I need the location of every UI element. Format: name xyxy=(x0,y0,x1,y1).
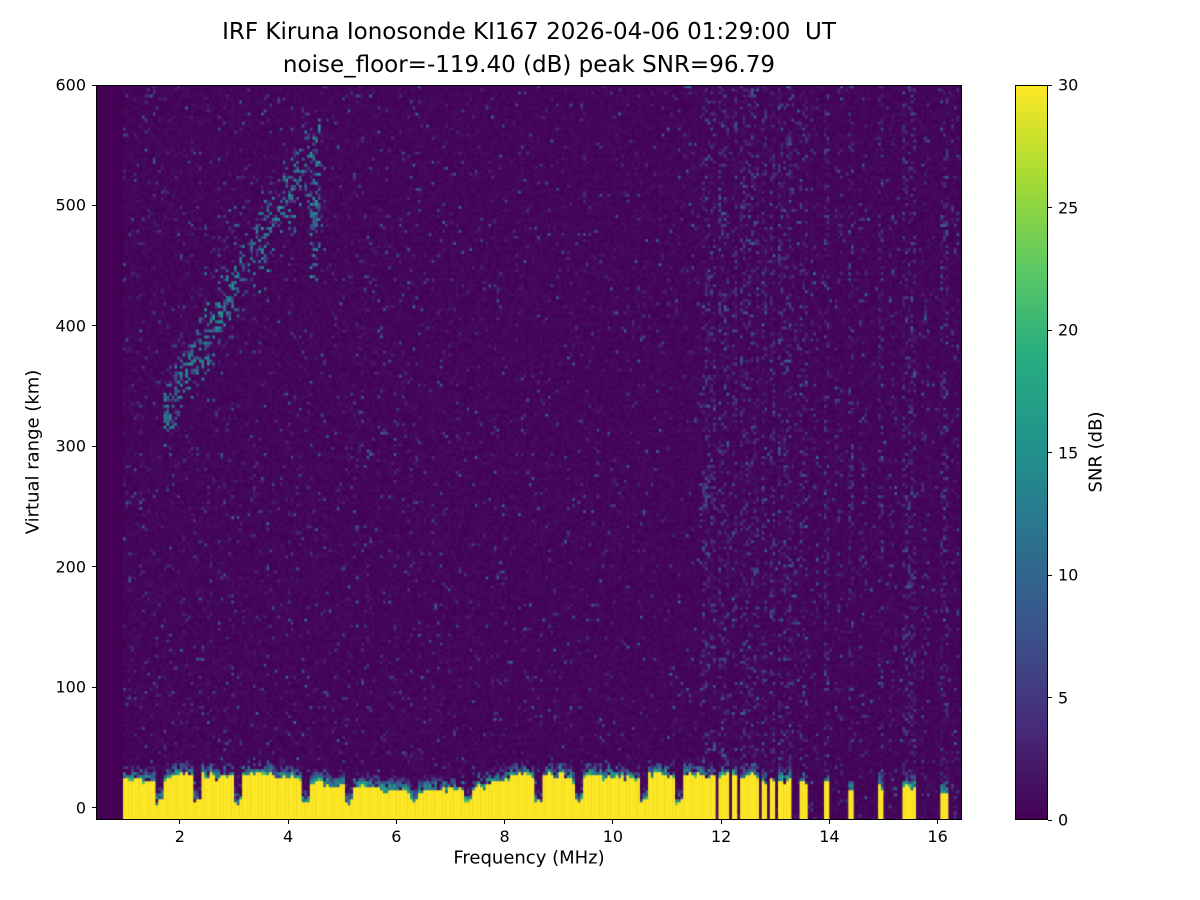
x-tick-mark xyxy=(287,820,289,824)
title-line-1: IRF Kiruna Ionosonde KI167 2026-04-06 01… xyxy=(222,19,836,45)
colorbar-tick-mark xyxy=(1048,207,1052,208)
x-tick-mark xyxy=(720,820,722,824)
colorbar-tick-mark xyxy=(1048,819,1052,821)
x-tick-label: 4 xyxy=(283,827,294,846)
y-tick-label: 200 xyxy=(55,557,86,577)
x-tick-mark xyxy=(612,820,614,824)
x-tick-label: 8 xyxy=(499,827,510,846)
x-tick-mark xyxy=(828,820,830,824)
x-tick-mark xyxy=(504,820,506,824)
x-tick-label: 16 xyxy=(927,827,948,846)
x-tick-label: 2 xyxy=(174,827,185,846)
colorbar-tick-label: 0 xyxy=(1058,810,1069,830)
colorbar-tick-mark xyxy=(1048,574,1052,576)
colorbar-tick-label: 15 xyxy=(1058,443,1079,462)
colorbar-label: SNR (dB) xyxy=(1085,411,1107,493)
y-tick-mark xyxy=(92,325,96,327)
title-line-2: noise_floor=-119.40 (dB) peak SNR=96.79 xyxy=(282,52,776,78)
y-tick-mark xyxy=(92,686,96,688)
x-axis-label: Frequency (MHz) xyxy=(453,847,605,869)
figure-title: IRF Kiruna Ionosonde KI167 2026-04-06 01… xyxy=(96,16,962,82)
colorbar-tick-label: 5 xyxy=(1058,688,1069,707)
y-tick-mark xyxy=(92,445,96,447)
y-tick-mark xyxy=(92,566,96,568)
x-tick-mark xyxy=(179,820,181,824)
colorbar-tick-mark xyxy=(1048,329,1052,331)
y-tick-label: 100 xyxy=(55,677,86,697)
y-tick-label: 500 xyxy=(55,195,86,215)
colorbar-tick-label: 20 xyxy=(1058,320,1079,340)
colorbar-tick-label: 25 xyxy=(1058,198,1079,217)
x-tick-mark xyxy=(937,820,939,824)
x-tick-label: 14 xyxy=(819,827,840,846)
colorbar-tick-mark xyxy=(1048,697,1052,698)
y-axis-label: Virtual range (km) xyxy=(22,369,44,535)
colorbar-tick-mark xyxy=(1048,84,1052,86)
y-tick-label: 600 xyxy=(55,75,86,95)
y-tick-label: 400 xyxy=(55,316,86,336)
x-tick-label: 10 xyxy=(602,827,624,846)
colorbar-tick-label: 30 xyxy=(1058,75,1079,95)
x-tick-label: 12 xyxy=(710,827,732,846)
y-tick-mark xyxy=(92,204,96,206)
y-tick-mark xyxy=(92,807,96,809)
x-tick-mark xyxy=(395,820,397,824)
y-tick-mark xyxy=(92,84,96,86)
colorbar-tick-label: 10 xyxy=(1058,565,1079,585)
y-tick-label: 300 xyxy=(55,436,86,456)
colorbar-tick-mark xyxy=(1048,452,1052,453)
colorbar-gradient xyxy=(1015,85,1048,820)
y-tick-label: 0 xyxy=(75,798,86,818)
ionogram-heatmap xyxy=(96,85,962,820)
x-tick-label: 6 xyxy=(391,827,402,846)
